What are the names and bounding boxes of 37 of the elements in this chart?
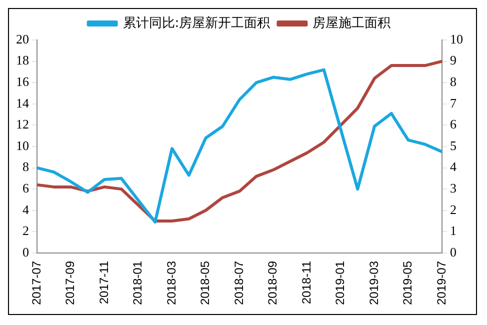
y2-tick-label: 8 [450, 74, 456, 90]
x-tick-label: 2019-03 [366, 260, 381, 306]
y2-tick-label: 5 [450, 138, 456, 153]
y-tick-label: 16 [16, 74, 30, 90]
x-tick-label: 2019-07 [434, 260, 448, 306]
y2-tick-label: 7 [450, 95, 457, 110]
x-tick-label: 2017-09 [63, 260, 78, 306]
x-tick-label: 2018-11 [299, 260, 314, 304]
y2-tick-label: 9 [450, 52, 456, 68]
y-tick-label: 2 [22, 223, 29, 238]
y-tick-label: 20 [16, 31, 29, 46]
x-tick-label: 2018-03 [164, 260, 178, 306]
y-tick-label: 0 [22, 244, 29, 260]
y-tick-label: 14 [16, 95, 30, 110]
y-tick-label: 18 [16, 52, 29, 68]
y-tick-label: 12 [16, 116, 29, 132]
x-tick-label: 2019-05 [400, 260, 415, 306]
y2-tick-label: 0 [450, 244, 456, 260]
y2-tick-label: 6 [450, 116, 457, 132]
y2-tick-label: 10 [450, 31, 463, 46]
x-tick-label: 2017-11 [96, 260, 111, 304]
x-tick-label: 2018-01 [130, 260, 145, 306]
y2-tick-label: 4 [450, 159, 457, 174]
x-tick-label: 2018-09 [266, 260, 280, 306]
y2-tick-label: 3 [450, 180, 456, 196]
y-tick-label: 8 [22, 159, 29, 174]
y2-tick-label: 1 [450, 223, 456, 238]
x-tick-label: 2017-07 [29, 260, 44, 306]
legend-label: 房屋施工面积 [312, 14, 391, 31]
y-tick-label: 10 [16, 138, 29, 153]
y2-tick-label: 2 [450, 202, 456, 217]
y-tick-label: 6 [22, 180, 30, 196]
x-tick-label: 2018-07 [232, 260, 246, 306]
x-tick-label: 2019-01 [333, 260, 348, 306]
y-tick-label: 4 [22, 202, 30, 217]
legend-label: 累计同比:房屋新开工面积 [122, 14, 270, 31]
x-tick-label: 2018-05 [198, 260, 212, 306]
